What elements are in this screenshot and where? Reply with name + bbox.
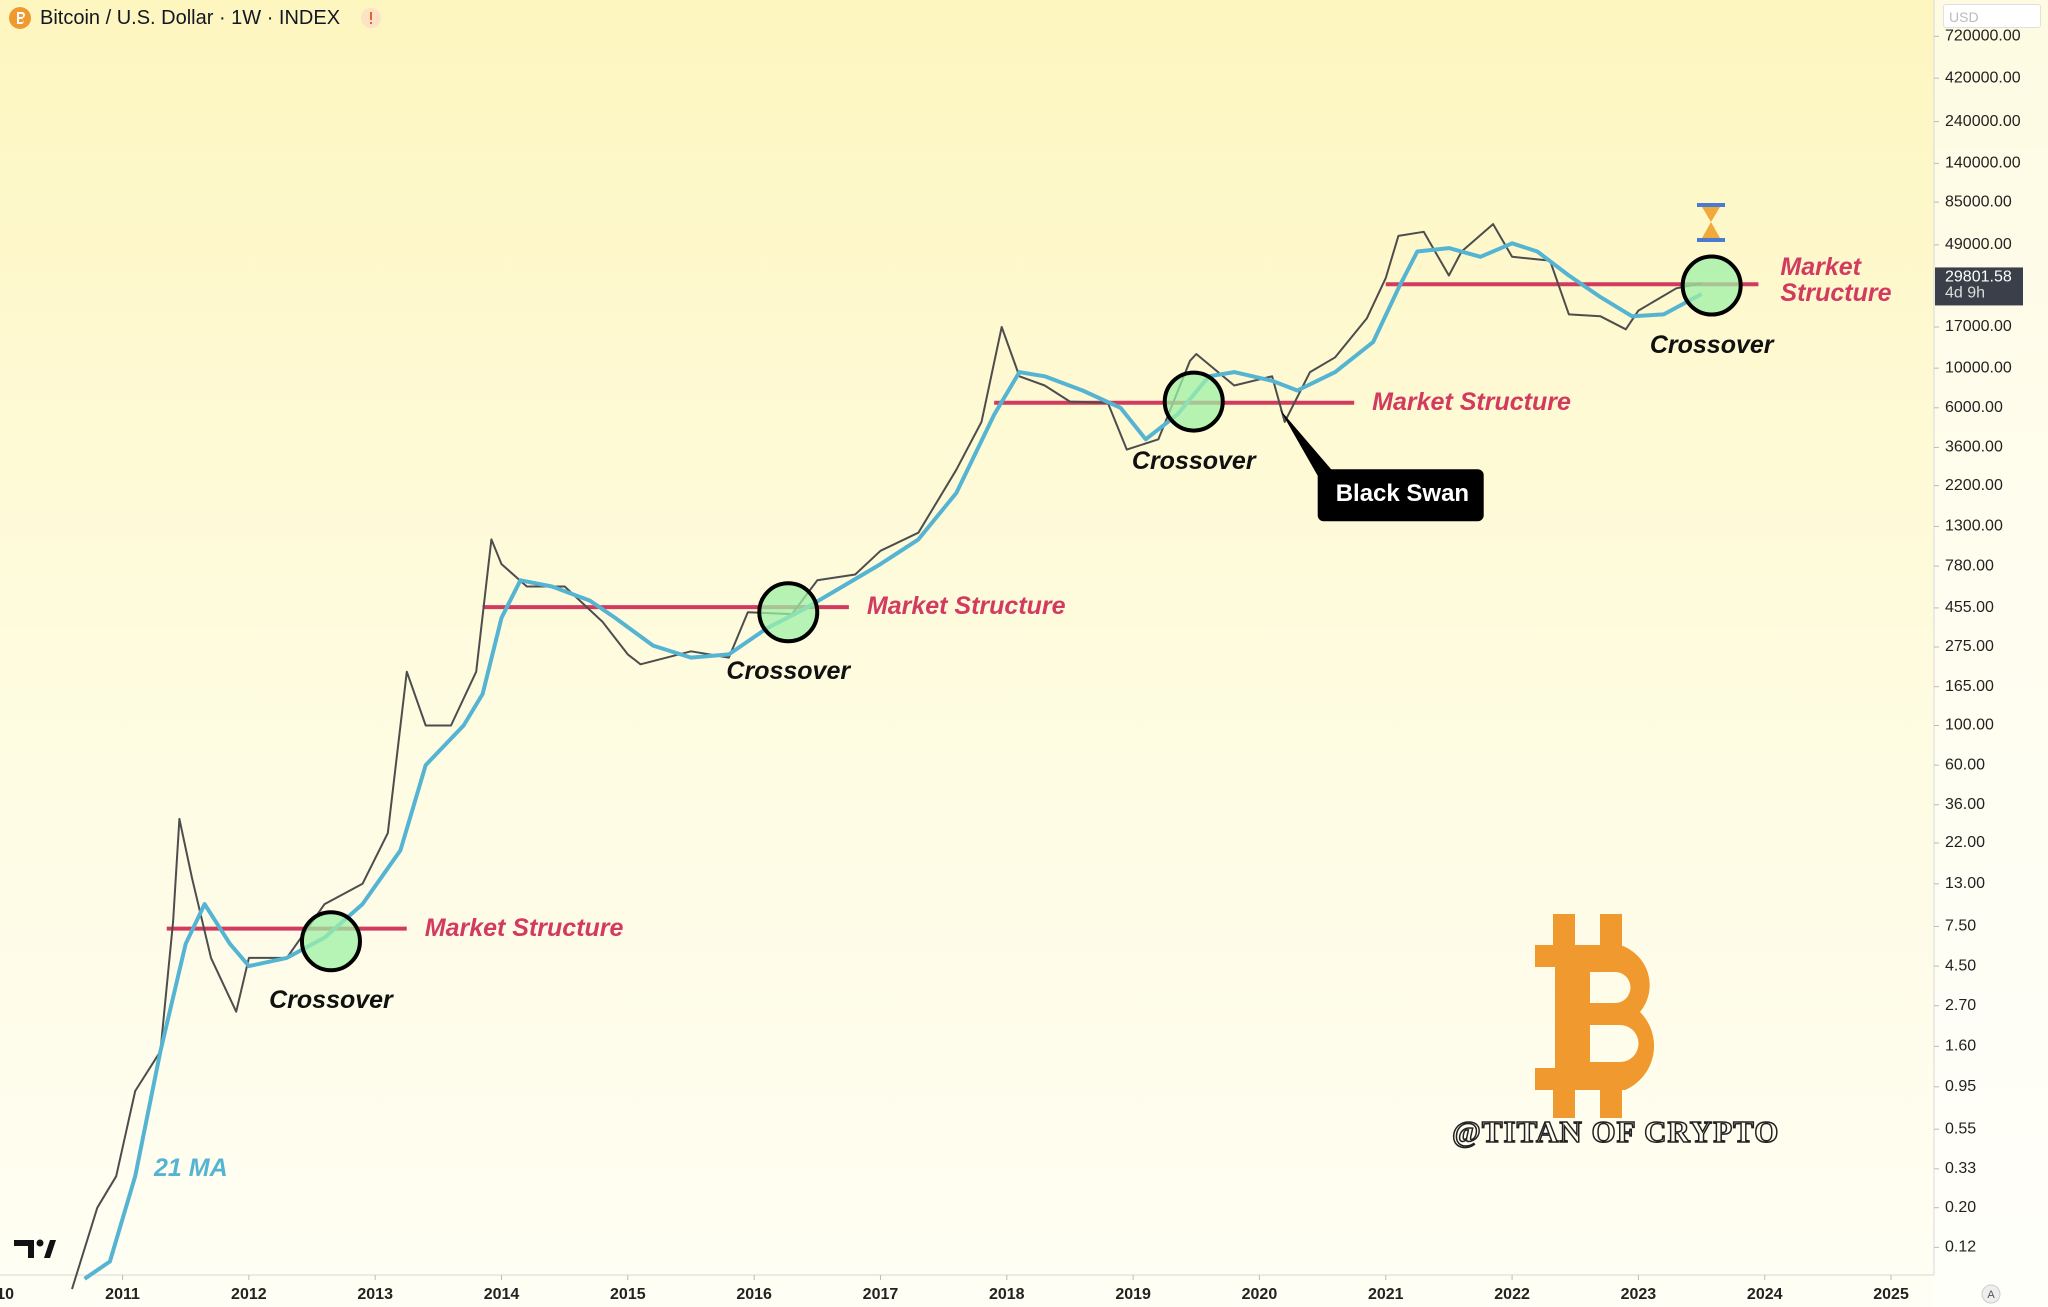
y-tick-label: 13.00 [1945,875,1985,892]
y-tick-label: 275.00 [1945,638,1994,655]
callout-pointer [1279,409,1340,480]
callout-box [1317,469,1484,522]
crossover-label: Crossover [269,986,393,1015]
last-price-box [1935,267,2023,306]
hourglass-icon [1697,203,1725,242]
watermark: @TITAN OF CRYPTO [1451,1113,1780,1150]
y-tick-label: 7.50 [1945,918,1976,935]
y-tick-label: 720000.00 [1945,28,2021,45]
y-tick-label: 0.55 [1945,1120,1976,1137]
last-price-countdown: 4d 9h [1945,285,1985,302]
bitcoin-logo [1535,914,1655,1118]
crossover-label: Crossover [726,657,851,686]
x-tick-label: 2015 [610,1286,646,1303]
y-tick-label: 36.00 [1945,796,1985,813]
y-tick-label: 49000.00 [1945,236,2012,253]
ma-label: 21 MA [154,1154,228,1182]
y-tick-label: 0.12 [1945,1239,1976,1256]
y-tick-label: 0.20 [1945,1199,1976,1216]
x-tick-label: 2017 [863,1286,899,1303]
y-tick-label: 2.70 [1945,997,1976,1014]
currency-select[interactable]: USD [1943,4,2041,28]
warning-badge[interactable] [360,7,382,29]
y-tick-label: 780.00 [1945,557,1994,574]
market-structure-label: Market Structure [424,913,624,942]
btc-icon [9,7,31,29]
y-tick-label: 455.00 [1945,599,1994,616]
x-tick-label: 2014 [484,1286,520,1303]
x-tick-label: 2019 [1115,1286,1151,1303]
x-tick-label: 2021 [1368,1286,1404,1303]
y-tick-label: 85000.00 [1945,193,2012,210]
crossover-circle [1680,254,1743,317]
y-tick-label: 1300.00 [1945,518,2003,535]
y-tick-label: 6000.00 [1945,399,2003,416]
y-tick-label: 3600.00 [1945,439,2003,456]
market-structure-label: Market Structure [1372,387,1571,416]
x-tick-label: 2022 [1494,1286,1530,1303]
y-tick-label: 100.00 [1945,717,1994,734]
symbol-title: Bitcoin / U.S. Dollar · 1W · INDEX [40,6,341,29]
crossover-label: Crossover [1131,446,1256,475]
y-tick-label: 420000.00 [1945,69,2021,86]
y-tick-label: 4.50 [1945,957,1976,974]
last-price-label: 29801.58 [1945,269,2012,286]
y-tick-label: 240000.00 [1945,113,2021,130]
x-tick-label: 2018 [989,1286,1025,1303]
x-tick-label: 2025 [1873,1286,1909,1303]
x-tick-label: 2013 [357,1286,393,1303]
y-tick-label: 17000.00 [1945,318,2012,335]
price-line [71,223,1702,1290]
crossover-label: Crossover [1649,330,1774,359]
y-tick-label: 2200.00 [1945,477,2003,494]
x-tick-label: 2020 [1242,1286,1278,1303]
y-tick-label: 140000.00 [1945,155,2021,172]
symbol-header: Bitcoin / U.S. Dollar · 1W · INDEX [8,6,382,30]
crossover-circle [299,910,362,973]
x-tick-label: 2024 [1747,1286,1783,1303]
auto-scale-label: A [1987,1289,1995,1301]
y-tick-label: 0.95 [1945,1078,1976,1095]
tradingview-logo [14,1239,56,1258]
market-structure-label: Market Structure [1780,253,1892,308]
price-axis-bg [1934,0,2048,1307]
y-tick-label: 10000.00 [1945,359,2012,376]
x-tick-label: 2010 [0,1286,14,1303]
y-tick-label: 0.33 [1945,1160,1976,1177]
x-tick-label: 2023 [1621,1286,1657,1303]
y-tick-label: 22.00 [1945,834,1985,851]
market-structure-label: Market Structure [866,592,1066,621]
callout-label: Black Swan [1335,480,1470,508]
auto-scale-button[interactable] [1981,1284,2001,1304]
y-tick-label: 165.00 [1945,678,1994,695]
crossover-circle [757,581,820,644]
y-tick-label: 60.00 [1945,756,1985,773]
x-tick-label: 2011 [105,1286,140,1303]
crossover-circle [1162,370,1225,433]
y-tick-label: 1.60 [1945,1038,1976,1055]
x-tick-label: 2012 [231,1286,267,1303]
x-tick-label: 2016 [736,1286,772,1303]
